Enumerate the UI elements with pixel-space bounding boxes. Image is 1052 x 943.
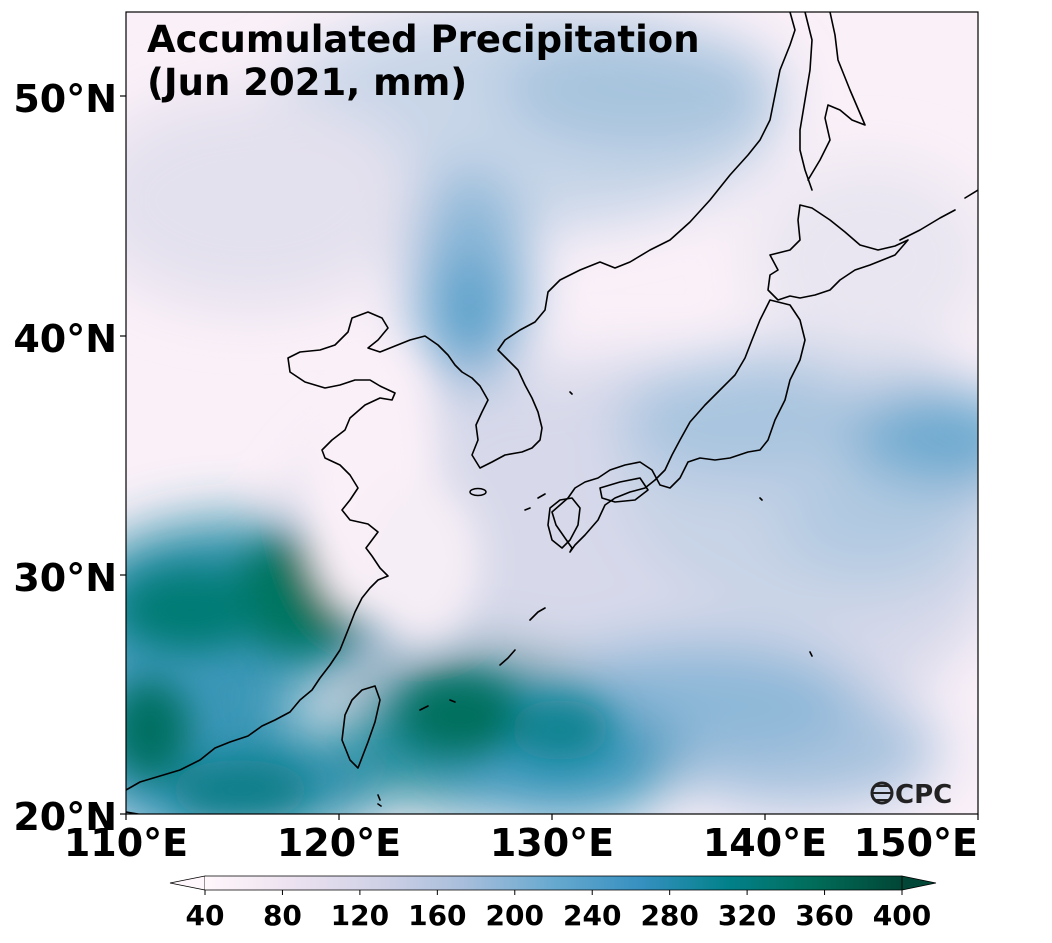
colorbar-tick-label: 80 — [263, 899, 302, 932]
latitude-axis: 50°N 40°N 30°N 20°N — [13, 77, 126, 839]
map-title-line2: (Jun 2021, mm) — [147, 61, 467, 104]
hokkaido-coastline — [767, 204, 909, 301]
ryukyu-coastline — [419, 493, 546, 711]
colorbar-tick-label: 240 — [563, 899, 621, 932]
kuril-coastline — [899, 189, 978, 241]
cpc-logo-text: CPC — [895, 780, 952, 810]
small-islands — [126, 391, 813, 814]
jeju-island — [469, 487, 487, 497]
colorbar-extend-high — [901, 875, 937, 891]
colorbar: 40 80 120 160 200 240 280 320 360 400 — [169, 875, 937, 932]
taiwan-coastline — [341, 685, 381, 769]
colorbar-ticks: 40 80 120 160 200 240 280 320 360 400 — [186, 890, 931, 932]
colorbar-tick-label: 280 — [640, 899, 698, 932]
shikoku-coastline — [599, 477, 649, 503]
lat-tick-label-40: 40°N — [13, 317, 117, 361]
lat-tick-label-50: 50°N — [13, 77, 117, 121]
lon-tick-label-130: 130°E — [490, 821, 614, 865]
colorbar-extend-low — [169, 875, 206, 891]
colorbar-tick-label: 120 — [331, 899, 389, 932]
longitude-axis: 110°E 120°E 130°E 140°E 150°E — [64, 814, 979, 865]
map-title-line1: Accumulated Precipitation — [147, 18, 700, 61]
colorbar-tick-label: 40 — [186, 899, 225, 932]
colorbar-tick-label: 320 — [718, 899, 776, 932]
colorbar-tick-label: 400 — [873, 899, 931, 932]
precipitation-field — [126, 12, 978, 814]
mainland-coastline — [126, 12, 796, 791]
lon-tick-label-150: 150°E — [854, 821, 978, 865]
colorbar-tick-label: 360 — [795, 899, 853, 932]
colorbar-gradient — [205, 876, 902, 890]
cpc-logo: CPC — [870, 780, 952, 810]
colorbar-tick-label: 160 — [408, 899, 466, 932]
coastlines — [126, 12, 978, 814]
colorbar-tick-label: 200 — [486, 899, 544, 932]
honshu-coastline — [551, 299, 806, 553]
lat-tick-label-20: 20°N — [13, 795, 117, 839]
lon-tick-label-110: 110°E — [64, 821, 188, 865]
kyushu-coastline — [547, 497, 581, 549]
lon-tick-label-120: 120°E — [277, 821, 401, 865]
sakhalin-coastline — [799, 12, 866, 191]
lon-tick-label-140: 140°E — [703, 821, 827, 865]
lat-tick-label-30: 30°N — [13, 556, 117, 600]
